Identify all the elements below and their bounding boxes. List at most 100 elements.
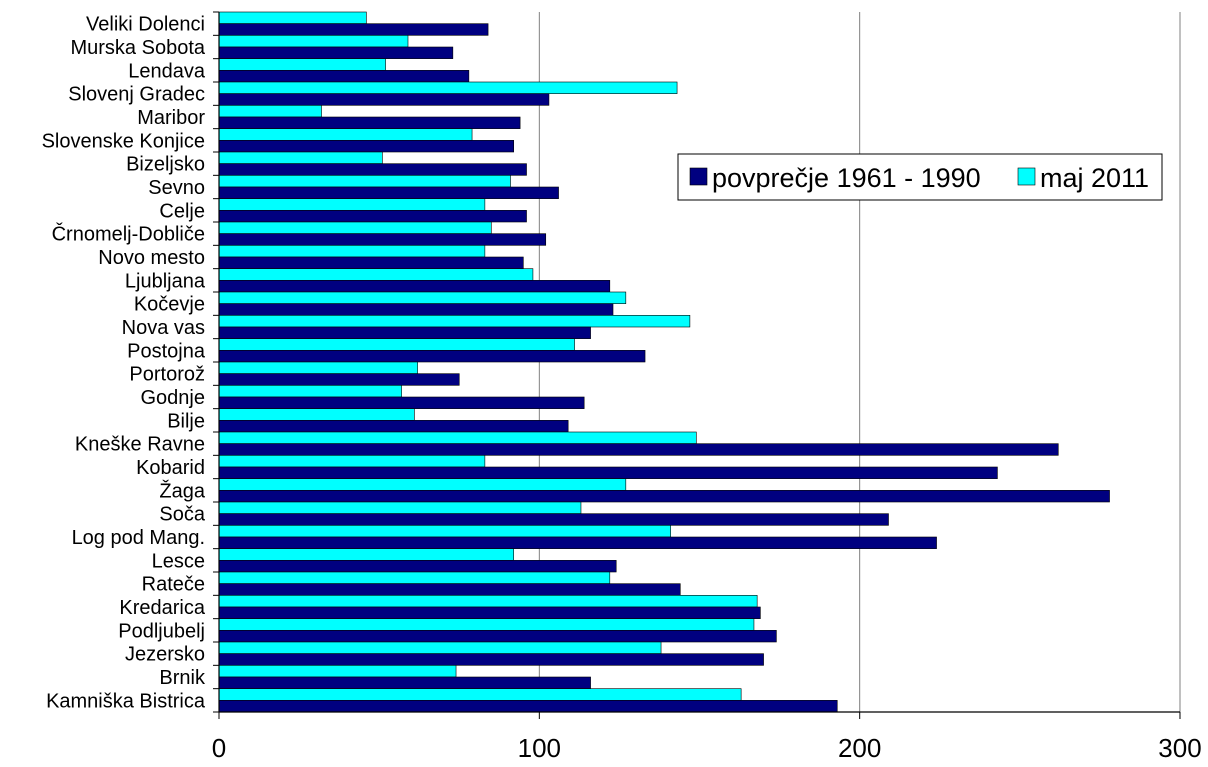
x-tick-label: 0: [212, 733, 226, 763]
category-label: Soča: [159, 504, 205, 526]
bar-povprecje: [218, 210, 527, 223]
bar-maj-2011: [218, 245, 486, 258]
bar-povprecje: [218, 560, 617, 573]
category-label: Murska Sobota: [70, 37, 205, 59]
bar-maj-2011: [218, 128, 473, 141]
category-label: Rateče: [142, 574, 205, 596]
bar-maj-2011: [218, 501, 582, 514]
category-label: Veliki Dolenci: [86, 14, 205, 36]
category-label: Slovenske Konjice: [42, 130, 205, 152]
category-label: Slovenj Gradec: [68, 84, 205, 106]
legend-box: [677, 153, 1163, 201]
bar-maj-2011: [218, 641, 662, 654]
category-label: Podljubelj: [118, 620, 205, 642]
category-label: Kočevje: [134, 294, 205, 316]
bar-maj-2011: [218, 105, 322, 118]
bar-povprecje: [218, 70, 470, 83]
bar-maj-2011: [218, 81, 678, 94]
bar-povprecje: [218, 513, 889, 526]
category-label: Lendava: [128, 60, 206, 82]
bar-maj-2011: [218, 175, 511, 188]
bar-povprecje: [218, 676, 591, 689]
legend-swatch-povprecje: [689, 167, 708, 186]
category-label: Novo mesto: [98, 247, 205, 269]
x-tick-label: 200: [838, 733, 881, 763]
bars: [218, 11, 1110, 713]
legend-label-maj-2011: maj 2011: [1040, 163, 1149, 193]
bar-povprecje: [218, 466, 998, 479]
bar-maj-2011: [218, 478, 627, 491]
category-label: Kobarid: [136, 457, 205, 479]
category-label: Kneške Ravne: [75, 434, 205, 456]
bar-maj-2011: [218, 455, 486, 468]
category-label: Log pod Mang.: [72, 527, 205, 549]
bar-povprecje: [218, 630, 777, 643]
bar-povprecje: [218, 93, 550, 106]
bar-maj-2011: [218, 315, 691, 328]
category-label: Kredarica: [119, 597, 205, 619]
category-label: Kamniška Bistrica: [46, 690, 206, 712]
bar-maj-2011: [218, 548, 515, 561]
bar-povprecje: [218, 116, 521, 129]
bar-povprecje: [218, 186, 559, 199]
bar-maj-2011: [218, 198, 486, 211]
bar-povprecje: [218, 490, 1110, 503]
bar-povprecje: [218, 233, 547, 246]
bar-maj-2011: [218, 151, 383, 164]
category-label: Žaga: [159, 479, 205, 502]
bar-maj-2011: [218, 595, 758, 608]
bar-maj-2011: [218, 268, 534, 281]
bar-povprecje: [218, 396, 585, 409]
category-label: Ljubljana: [125, 270, 206, 292]
category-label: Portorož: [129, 364, 205, 386]
bar-povprecje: [218, 653, 764, 666]
bar-povprecje: [218, 443, 1059, 456]
bar-maj-2011: [218, 408, 415, 421]
x-tick-label: 300: [1158, 733, 1201, 763]
bar-maj-2011: [218, 571, 611, 584]
bar-povprecje: [218, 46, 454, 59]
bar-povprecje: [218, 303, 614, 316]
bar-maj-2011: [218, 35, 409, 48]
bar-povprecje: [218, 140, 515, 153]
bar-maj-2011: [218, 688, 742, 701]
bar-povprecje: [218, 536, 937, 549]
category-label: Lesce: [152, 550, 205, 572]
category-label: Črnomelj-Dobliče: [52, 223, 205, 246]
bar-maj-2011: [218, 431, 697, 444]
bar-maj-2011: [218, 361, 418, 374]
bar-povprecje: [218, 373, 460, 386]
category-label: Jezersko: [125, 644, 205, 666]
bar-povprecje: [218, 420, 569, 433]
category-label: Maribor: [137, 107, 205, 129]
axes: [213, 11, 1181, 719]
bar-povprecje: [218, 256, 524, 269]
bar-povprecje: [218, 606, 761, 619]
bar-povprecje: [218, 163, 527, 176]
category-label: Sevno: [148, 177, 205, 199]
bar-maj-2011: [218, 11, 367, 24]
category-label: Godnje: [141, 387, 206, 409]
bar-povprecje: [218, 280, 611, 293]
x-tick-labels: 0 100 200 300: [212, 733, 1202, 763]
bar-maj-2011: [218, 618, 755, 631]
category-label: Celje: [159, 200, 205, 222]
legend: povprečje 1961 - 1990 maj 2011: [677, 153, 1163, 201]
legend-label-povprecje: povprečje 1961 - 1990: [712, 163, 981, 193]
bar-maj-2011: [218, 665, 457, 678]
bar-povprecje: [218, 700, 838, 713]
bar-povprecje: [218, 583, 681, 596]
category-label: Bilje: [167, 410, 205, 432]
category-label: Nova vas: [122, 317, 205, 339]
bar-povprecje: [218, 350, 646, 363]
bar-maj-2011: [218, 291, 627, 304]
bar-maj-2011: [218, 338, 575, 351]
legend-swatch-maj-2011: [1017, 167, 1036, 186]
bar-maj-2011: [218, 221, 492, 234]
bar-maj-2011: [218, 525, 671, 538]
category-label: Postojna: [127, 340, 206, 362]
category-label: Bizeljsko: [126, 154, 205, 176]
bar-povprecje: [218, 23, 489, 36]
